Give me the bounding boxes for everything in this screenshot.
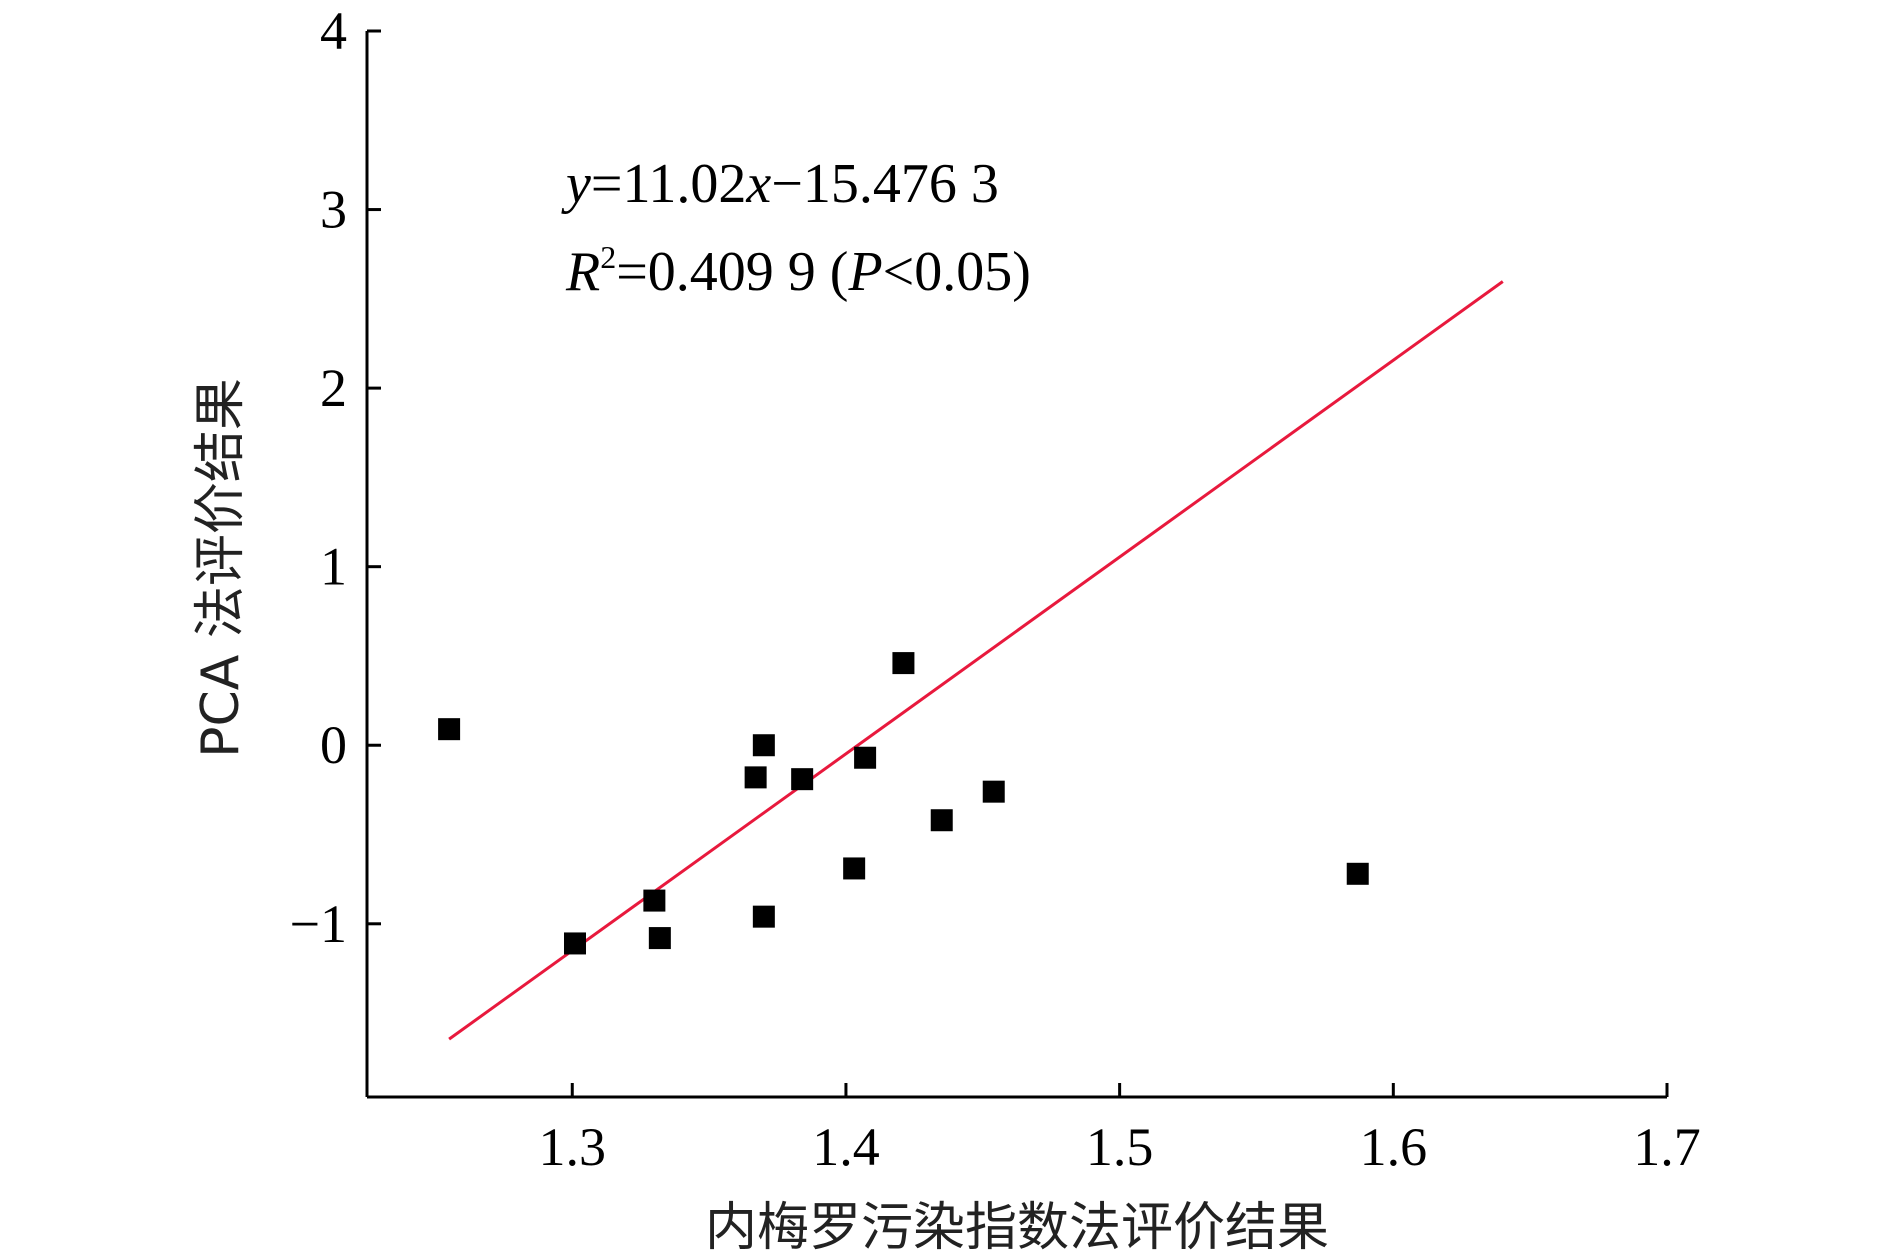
r-squared-value: =0.409 9 ( <box>616 241 848 303</box>
data-point <box>854 746 877 769</box>
data-point <box>930 809 953 832</box>
x-tick-label: 1.7 <box>1633 1117 1701 1177</box>
data-points <box>438 652 1369 955</box>
r-superscript: 2 <box>600 239 616 275</box>
y-tick-label: 0 <box>320 715 347 775</box>
data-point <box>744 766 767 789</box>
x-tick-label: 1.4 <box>812 1117 880 1177</box>
data-point <box>752 734 775 757</box>
y-tick-label: 3 <box>320 180 347 240</box>
y-ticks: −1 0 1 2 3 4 <box>290 1 381 954</box>
regression-line <box>448 280 1504 1041</box>
x-tick-label: 1.5 <box>1086 1117 1154 1177</box>
r-squared-annotation: R2=0.409 9 (P<0.05) <box>565 239 1031 303</box>
x-tick-label: 1.6 <box>1360 1117 1428 1177</box>
data-point <box>1346 862 1369 885</box>
x-ticks: 1.3 1.4 1.5 1.6 1.7 <box>539 1083 1701 1177</box>
p-value: <0.05) <box>883 241 1031 303</box>
y-tick-label: −1 <box>290 894 347 954</box>
y-tick-label: 4 <box>320 1 347 61</box>
equation-y-symbol: y <box>561 153 591 215</box>
equation-coefficient: =11.02 <box>591 153 747 215</box>
data-point <box>982 780 1005 803</box>
data-point <box>438 718 461 741</box>
data-point <box>643 889 666 912</box>
p-symbol: P <box>847 241 882 303</box>
x-tick-label: 1.3 <box>539 1117 607 1177</box>
equation-x-symbol: x <box>745 153 771 215</box>
data-point <box>752 905 775 928</box>
data-point <box>648 927 671 950</box>
x-axis-title: 内梅罗污染指数法评价结果 <box>705 1198 1329 1256</box>
data-point <box>892 652 915 675</box>
data-point <box>791 768 814 791</box>
equation-annotation: y=11.02x−15.476 3 <box>561 153 999 215</box>
data-point <box>843 857 866 880</box>
r-symbol: R <box>565 241 600 303</box>
y-axis-title: PCA 法评价结果 <box>191 378 251 758</box>
equation-intercept: −15.476 3 <box>771 153 999 215</box>
y-tick-label: 1 <box>320 537 347 597</box>
data-point <box>564 932 586 955</box>
y-tick-label: 2 <box>320 358 347 418</box>
